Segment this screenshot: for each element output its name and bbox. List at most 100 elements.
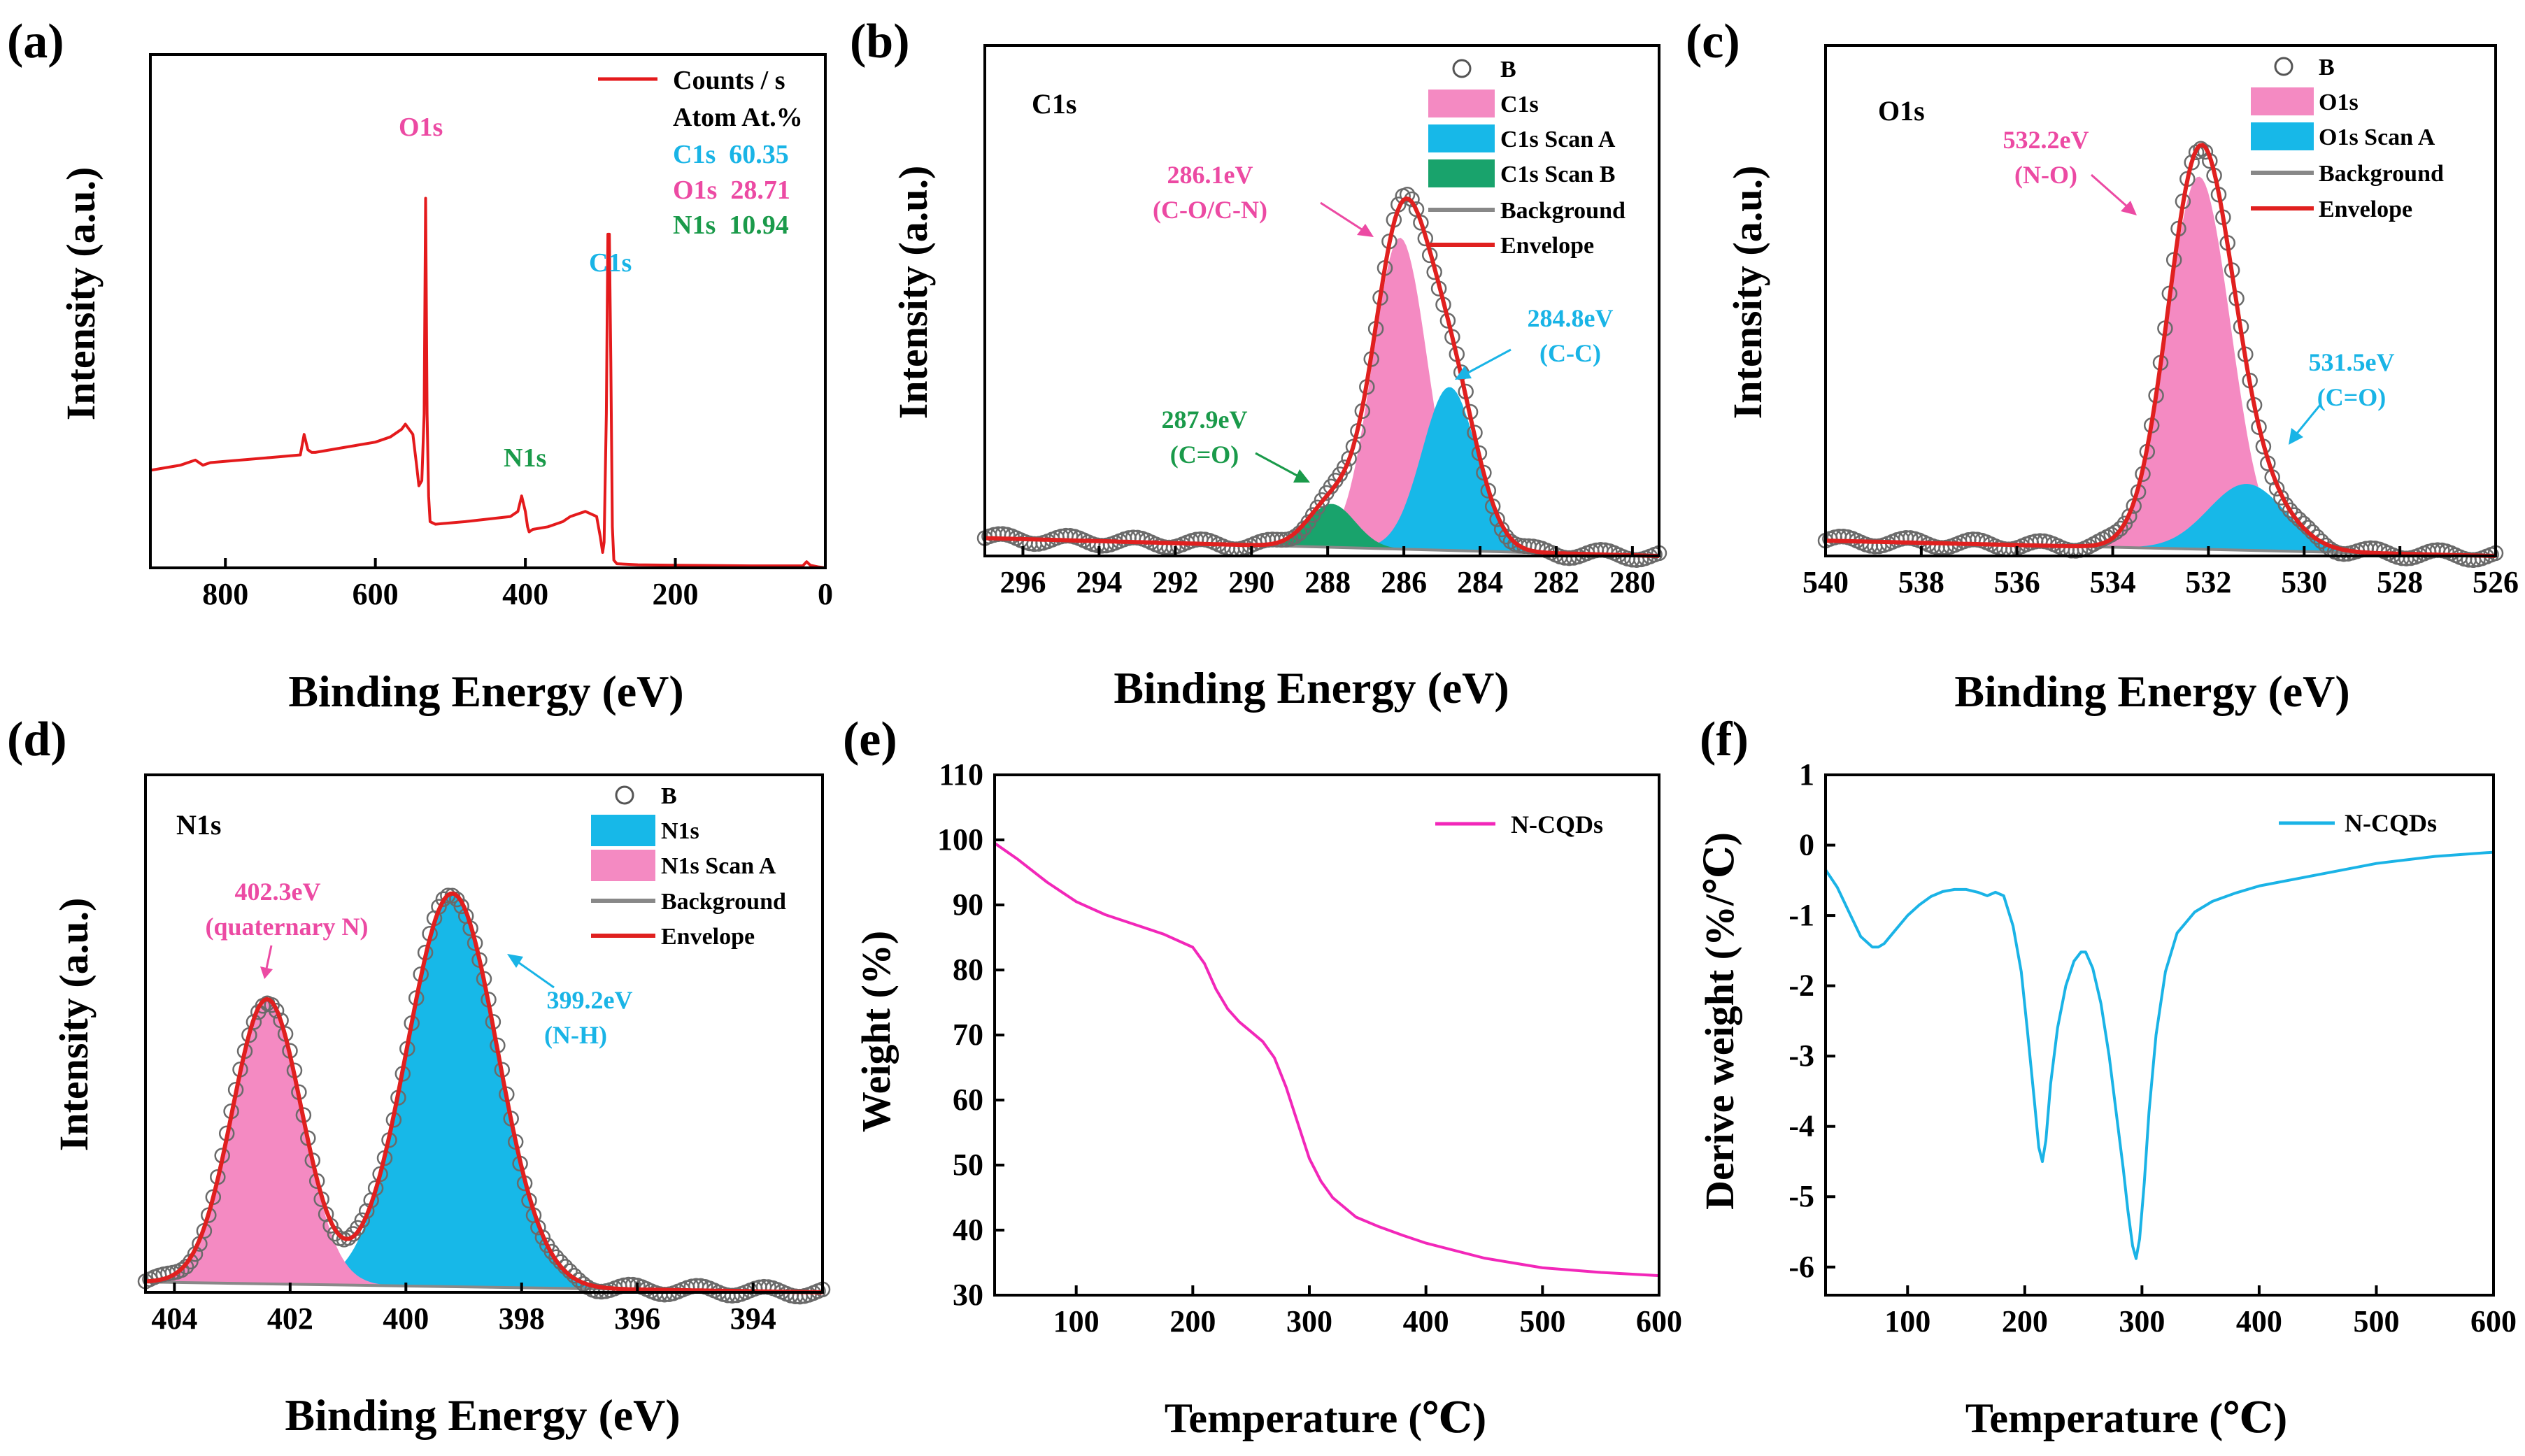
f-y-tick-label: 1 — [1799, 757, 1814, 792]
c-legend-envelope: Envelope — [2319, 197, 2412, 222]
c-data-point — [2282, 502, 2298, 519]
panel-a-survey: 800 600 400 200 0 Binding Energy (eV) Intens… — [58, 53, 833, 716]
b-x-tick-label: 286 — [1381, 565, 1427, 599]
d-a1-energy: 402.3eV — [235, 878, 321, 906]
a-xlabel: Binding Energy (eV) — [288, 666, 683, 716]
c-a2-label: (C=O) — [2317, 383, 2387, 411]
b-data-point — [1309, 499, 1325, 516]
d-x-tick-label: 400 — [383, 1301, 429, 1336]
b-x-tick-label: 292 — [1152, 565, 1198, 599]
c-plot-frame — [1824, 44, 2497, 557]
d-legend-envelope: Envelope — [661, 924, 755, 950]
d-data-point — [178, 1259, 194, 1275]
panel-label-b: (b) — [850, 15, 910, 69]
e-x-tick-label: 100 — [1053, 1304, 1100, 1339]
d-ylabel: Intensity (a.u.) — [51, 898, 97, 1152]
a-x-tick-label: 0 — [818, 577, 833, 611]
c-a2-energy: 531.5eV — [2309, 348, 2395, 376]
e-y-tick-label: 50 — [953, 1148, 983, 1182]
c-x-tick-label: 532 — [2185, 565, 2231, 599]
b-data-point — [1304, 507, 1321, 523]
c-data-point — [2286, 507, 2303, 523]
a-x-tick-label: 800 — [202, 577, 248, 611]
c-data-point — [2313, 533, 2330, 550]
d-a2-label: (N-H) — [544, 1021, 607, 1049]
a-peak-n1s: N1s — [504, 443, 546, 473]
d-arrow-1 — [265, 945, 273, 969]
e-ylabel: Weight (%) — [853, 931, 899, 1132]
d-x-tick-label: 394 — [730, 1301, 776, 1336]
f-xlabel: Temperature (℃) — [1965, 1395, 2287, 1441]
f-y-tick-label: 0 — [1799, 828, 1814, 862]
c-data-point — [2188, 144, 2205, 161]
b-a3-label: (C=O) — [1170, 441, 1239, 469]
a-peak-o1s: O1s — [399, 113, 443, 142]
c-x-tick-label: 540 — [1802, 565, 1849, 599]
b-legend-scan-b-swatch — [1428, 159, 1495, 187]
e-legend: N-CQDs — [1435, 811, 1603, 838]
a-x-tick-label: 400 — [502, 577, 548, 611]
f-y-tick-label: -2 — [1788, 969, 1814, 1003]
d-a1-label: (quaternary N) — [206, 913, 369, 941]
d-arrow-2 — [515, 959, 555, 989]
a-x-tick-label: 600 — [353, 577, 399, 611]
c-legend-o1s-swatch — [2251, 87, 2314, 115]
d-legend-scan-a-swatch — [591, 850, 655, 881]
f-plot-frame — [1824, 773, 2495, 1297]
d-legend-n1s-swatch — [591, 815, 655, 846]
c-x-tick-label: 528 — [2377, 565, 2423, 599]
b-a1-energy: 286.1eV — [1167, 161, 1253, 189]
c-xlabel: Binding Energy (eV) — [1954, 666, 2349, 716]
d-plot-frame — [144, 773, 824, 1294]
d-arrow-1-head — [260, 966, 273, 979]
b-legend-scan-b: C1s Scan B — [1500, 162, 1615, 187]
c-data-point — [2112, 520, 2128, 537]
d-legend-n1s: N1s — [661, 818, 699, 844]
a-legend-label: Counts / s — [673, 66, 785, 95]
b-data-point — [1399, 186, 1416, 203]
f-x-tick-label: 500 — [2353, 1304, 2399, 1339]
panel-label-d: (d) — [7, 713, 67, 766]
e-y-tick-label: 70 — [953, 1018, 983, 1052]
d-legend: B N1s N1s Scan A Background Envelope — [591, 783, 786, 950]
e-xlabel: Temperature (℃) — [1165, 1395, 1486, 1441]
e-y-tick-label: 110 — [939, 757, 983, 792]
c-legend: B O1s O1s Scan A Background Envelope — [2251, 55, 2444, 222]
a-series-line — [150, 197, 826, 569]
c-legend-o1s: O1s — [2319, 90, 2359, 115]
b-legend-c1s: C1s — [1500, 92, 1539, 117]
d-xlabel: Binding Energy (eV) — [285, 1390, 680, 1440]
c-x-tick-label: 530 — [2281, 565, 2327, 599]
f-ylabel: Derive weight (%/℃) — [1697, 832, 1742, 1210]
c-a1-energy: 532.2eV — [2003, 126, 2089, 154]
panel-e-tga: 100 200 300 400 500 600 30 40 50 60 70 80 90 100 110 T… — [853, 757, 1682, 1441]
f-x-tick-label: 100 — [1884, 1304, 1930, 1339]
a-plot-frame — [149, 53, 827, 569]
b-arrow-1-head — [1357, 224, 1374, 237]
b-title: C1s — [1032, 88, 1076, 120]
c-a1-label: (N-O) — [2014, 161, 2077, 189]
c-arrows — [2091, 173, 2322, 445]
c-title: O1s — [1878, 95, 1925, 127]
c-envelope-line — [1825, 143, 2496, 558]
d-arrow-2-head — [507, 954, 523, 968]
b-legend-data: B — [1500, 57, 1516, 83]
d-data-point — [173, 1262, 190, 1278]
d-x-tick-label: 396 — [614, 1301, 660, 1336]
a-legend: Counts / s Atom At.% C1s 60.35 O1s 28.71… — [598, 66, 803, 240]
e-x-tick-label: 200 — [1169, 1304, 1216, 1339]
b-a2-label: (C-C) — [1539, 339, 1601, 367]
b-legend-envelope: Envelope — [1500, 233, 1594, 259]
d-x-tick-label: 402 — [267, 1301, 313, 1336]
d-x-tick-label: 398 — [499, 1301, 545, 1336]
d-legend-scan-a: N1s Scan A — [661, 853, 776, 879]
e-x-tick-label: 400 — [1403, 1304, 1449, 1339]
c-arrow-2-head — [2289, 428, 2303, 445]
b-xlabel: Binding Energy (eV) — [1114, 663, 1509, 713]
panel-b-c1s: 296 294 292 290 288 286 284 282 280 C1s Binding … — [890, 44, 1667, 713]
b-component-fill-2 — [985, 504, 1659, 556]
d-component-fill-0 — [145, 893, 823, 1292]
a-peak-c1s: C1s — [589, 248, 632, 278]
c-legend-data: B — [2319, 55, 2335, 80]
b-arrow-2-head — [1455, 366, 1472, 380]
